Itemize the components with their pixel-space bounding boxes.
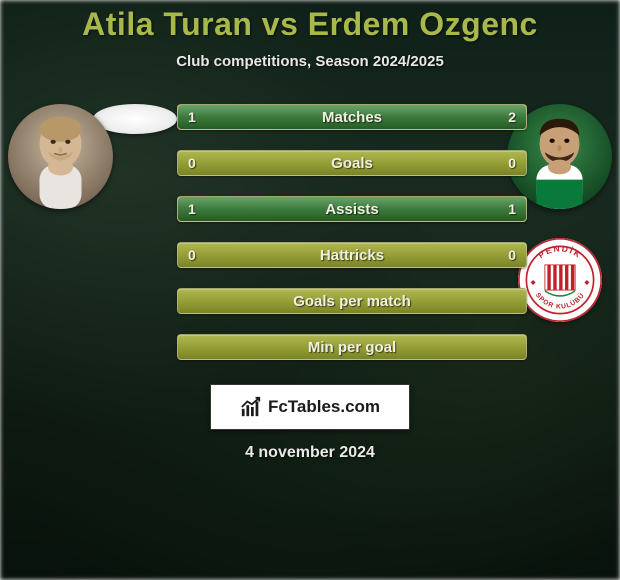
stat-bars: 12Matches00Goals11Assists00HattricksGoal… — [177, 104, 527, 360]
stat-row: 0 0Hattricks — [177, 242, 527, 268]
comparison-stage: PENDİK SPOR KULÜBÜ — [0, 104, 620, 360]
stat-label: Goals per match — [178, 293, 526, 310]
stat-value-right: 0 — [498, 151, 526, 175]
date-label: 4 november 2024 — [245, 444, 375, 462]
stat-value-left: 0 — [178, 243, 206, 267]
stat-fill-left — [178, 197, 352, 221]
page-subtitle: Club competitions, Season 2024/2025 — [176, 53, 444, 70]
stat-fill-right — [293, 105, 526, 129]
stat-row: Goals per match — [177, 288, 527, 314]
page-title: Atila Turan vs Erdem Ozgenc — [82, 6, 538, 43]
brand-label: FcTables.com — [268, 397, 380, 417]
stat-label: Hattricks — [178, 247, 526, 264]
stat-fill-left — [178, 105, 293, 129]
player-left-avatar — [8, 104, 113, 209]
stat-value-left: 0 — [178, 151, 206, 175]
stat-row: 12Matches — [177, 104, 527, 130]
stat-value-right: 0 — [498, 243, 526, 267]
brand-box: FcTables.com — [210, 384, 410, 430]
chart-trend-icon — [240, 396, 262, 418]
stat-label: Min per goal — [178, 339, 526, 356]
player-right-club-badge: PENDİK SPOR KULÜBÜ — [518, 238, 602, 322]
stat-row: 0 0Goals — [177, 150, 527, 176]
stat-label: Goals — [178, 155, 526, 172]
comparison-card: Atila Turan vs Erdem Ozgenc Club competi… — [0, 0, 620, 580]
stat-row: Min per goal — [177, 334, 527, 360]
stat-fill-right — [352, 197, 526, 221]
stat-row: 11Assists — [177, 196, 527, 222]
